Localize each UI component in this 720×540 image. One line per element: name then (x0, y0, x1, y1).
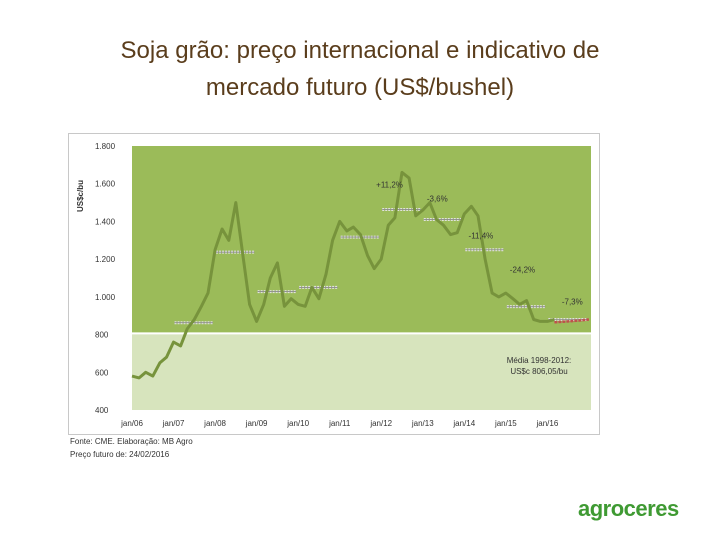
footnote-future-date: Preço futuro de: 24/02/2016 (70, 450, 170, 459)
x-tick-label: jan/10 (286, 419, 309, 428)
agroceres-logo: agroceres (578, 496, 679, 521)
x-tick-label: jan/14 (452, 419, 475, 428)
y-tick-label: 1.200 (95, 255, 116, 264)
title-line-1: Soja grão: preço internacional e indicat… (120, 37, 600, 64)
footnote-source: Fonte: CME. Elaboração: MB Agro (70, 437, 193, 446)
y-tick-label: 1.600 (95, 180, 116, 189)
y-tick-label: 400 (95, 406, 109, 415)
change-annotation: +11,2% (376, 180, 403, 189)
average-label-line-1: Média 1998-2012: (507, 356, 572, 365)
y-tick-label: 1.000 (95, 293, 116, 302)
chart-container: 1.800 1.600 1.400 1.200 1.000 800 600 400 jan/06… (68, 133, 600, 435)
y-tick-label: 600 (95, 368, 109, 377)
average-label-line-2: US$c 806,05/bu (510, 367, 567, 376)
y-tick-label: 800 (95, 331, 109, 340)
x-tick-label: jan/11 (328, 419, 351, 428)
x-tick-label: jan/13 (411, 419, 434, 428)
slide-title: Soja grão: preço internacional e indicat… (60, 32, 660, 106)
change-annotation: -7,3% (562, 297, 583, 306)
y-axis-label: US$c/bu (76, 180, 85, 212)
future-price-line (554, 318, 590, 324)
plot-area-below-average (132, 333, 591, 410)
x-tick-label: jan/06 (120, 419, 143, 428)
title-line-2: mercado futuro (US$/bushel) (205, 74, 515, 101)
y-tick-label: 1.800 (95, 142, 116, 151)
x-tick-label: jan/16 (535, 419, 558, 428)
x-tick-label: jan/15 (494, 419, 517, 428)
price-line (131, 170, 555, 380)
x-tick-label: jan/09 (245, 419, 268, 428)
price-chart: 1.800 1.600 1.400 1.200 1.000 800 600 400 jan/06… (76, 142, 591, 428)
y-tick-label: 1.400 (95, 217, 116, 226)
x-tick-label: jan/12 (369, 419, 392, 428)
change-annotation: -11,4% (469, 231, 494, 240)
change-annotation: -24,2% (510, 265, 535, 274)
x-tick-label: jan/08 (203, 419, 226, 428)
change-annotation: -3,6% (427, 195, 448, 204)
x-tick-label: jan/07 (162, 419, 185, 428)
